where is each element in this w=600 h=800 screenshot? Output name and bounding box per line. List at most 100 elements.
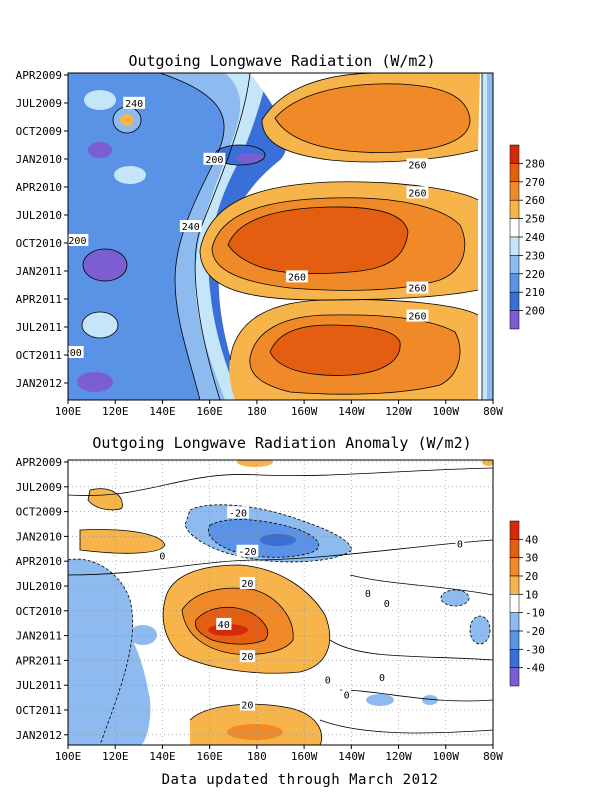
olr-x-axis: 100E 120E 140E 160E 180 160W 140W 120W 100W 80W (55, 400, 503, 418)
contour-label-bg (239, 650, 256, 663)
contour-label: 200 (68, 236, 86, 247)
contour-label-bg (455, 537, 465, 550)
colorbar-label: -10 (525, 607, 545, 620)
colorbar-swatch (509, 594, 520, 613)
x-tick-label: 140E (149, 405, 176, 418)
y-tick-label: JAN2012 (16, 377, 62, 390)
contour-label: 20 (241, 652, 253, 663)
colorbar-label: 30 (525, 552, 538, 565)
y-tick-label: APR2010 (16, 181, 62, 194)
y-tick-label: OCT2011 (16, 704, 62, 717)
colorbar-swatch (509, 163, 520, 183)
x-tick-label: 100W (433, 405, 460, 418)
contour-label: 260 (408, 188, 426, 199)
y-tick-label: APR2009 (16, 69, 62, 82)
colorbar-swatch (509, 612, 520, 632)
x-tick-label: 100W (433, 750, 460, 763)
olr-field: 240 200 260 260 260 240 200 260 260 260 200 (64, 65, 493, 400)
anomaly-x-axis: 100E 120E 140E 160E 180 160W 140W 120W 100W 80W (55, 745, 503, 763)
contour-label-bg (406, 309, 429, 322)
y-tick-label: JAN2012 (16, 729, 62, 742)
contour-label-bg (406, 281, 429, 294)
y-tick-label: JUL2009 (16, 97, 62, 110)
contour-label: 240 (182, 222, 200, 233)
colorbar-swatch (509, 630, 520, 650)
contour-label-bg (203, 152, 226, 165)
x-tick-label: 120W (385, 405, 412, 418)
x-tick-label: 120E (102, 750, 129, 763)
x-tick-label: 140E (149, 750, 176, 763)
contour-label-bg (68, 234, 89, 246)
olr-panel: Outgoing Longwave Radiation (W/m2) (16, 52, 545, 418)
contour-label-bg (323, 673, 333, 686)
x-tick-label: 160E (196, 405, 223, 418)
y-tick-label: JAN2010 (16, 153, 62, 166)
contour-label: -20 (229, 508, 247, 519)
y-tick-label: APR2011 (16, 293, 62, 306)
colorbar-swatch (509, 273, 520, 293)
x-tick-label: 100E (55, 405, 82, 418)
olr-title: Outgoing Longwave Radiation (W/m2) (128, 52, 435, 70)
y-tick-label: OCT2009 (16, 506, 62, 519)
colorbar-label: 260 (525, 194, 545, 207)
colorbar-swatch (509, 255, 520, 275)
colorbar-swatch (509, 539, 520, 558)
colorbar-label: 200 (525, 305, 545, 318)
contour-label-bg (377, 671, 387, 684)
contour-label: 0 (159, 552, 165, 563)
contour-label-bg (406, 186, 429, 199)
colorbar-label: 280 (525, 157, 545, 170)
contour-label: 0 (365, 589, 371, 600)
x-tick-label: 140W (338, 750, 365, 763)
y-tick-label: JAN2010 (16, 530, 62, 543)
x-tick-label: 80W (483, 750, 503, 763)
x-tick-label: 160W (291, 750, 318, 763)
contour-label-bg (239, 698, 256, 711)
contour-label-bg (406, 158, 429, 171)
contour-label-bg (236, 544, 259, 557)
colorbar-label: 10 (525, 588, 538, 601)
anomaly-colorbar: 40 30 20 10 -10 -20 -30 -40 (509, 520, 545, 687)
contour-label: -20 (238, 547, 256, 558)
contour-label: 260 (408, 160, 426, 171)
y-tick-label: APR2010 (16, 555, 62, 568)
colorbar-swatch (509, 291, 520, 311)
contour-label: 40 (218, 620, 230, 631)
colorbar-swatch (509, 667, 520, 687)
contour-label: 0 (457, 539, 463, 550)
colorbar-label: 230 (525, 249, 545, 262)
contour-label-bg (342, 688, 351, 701)
contour-label: 260 (286, 65, 304, 76)
colorbar-swatch (509, 575, 520, 595)
y-tick-label: OCT2011 (16, 349, 62, 362)
contour-label-bg (382, 596, 392, 609)
contour-label-bg (68, 346, 84, 358)
y-tick-label: JUL2011 (16, 679, 62, 692)
colorbar-swatch (509, 199, 520, 219)
y-tick-label: OCT2010 (16, 237, 62, 250)
contour-label: 260 (408, 312, 426, 323)
contour-label: 200 (64, 348, 82, 359)
x-tick-label: 100E (55, 750, 82, 763)
y-tick-label: JUL2011 (16, 321, 62, 334)
contour-label: 260 (288, 272, 306, 283)
contour-label-bg (216, 617, 232, 630)
contour-label: 20 (241, 701, 253, 712)
contour-label-bg (123, 96, 146, 109)
colorbar-swatch (509, 557, 520, 577)
contour-label-bg (227, 506, 249, 519)
y-tick-label: APR2009 (16, 456, 62, 469)
x-tick-label: 120E (102, 405, 129, 418)
colorbar-label: 210 (525, 286, 545, 299)
colorbar-swatch (509, 144, 520, 164)
contour-label: 0 (379, 673, 385, 684)
x-tick-label: 180 (247, 405, 267, 418)
olr-contour-labels: 240 200 260 260 260 240 200 260 260 260 200 (64, 65, 429, 359)
anomaly-title: Outgoing Longwave Radiation Anomaly (W/m… (92, 434, 471, 452)
contour-label: 20 (241, 579, 253, 590)
y-tick-label: JAN2011 (16, 630, 62, 643)
colorbar-swatch (509, 236, 520, 256)
x-tick-label: 180 (247, 750, 267, 763)
contour-label: 200 (205, 155, 223, 166)
contour-label: 0 (384, 599, 390, 610)
